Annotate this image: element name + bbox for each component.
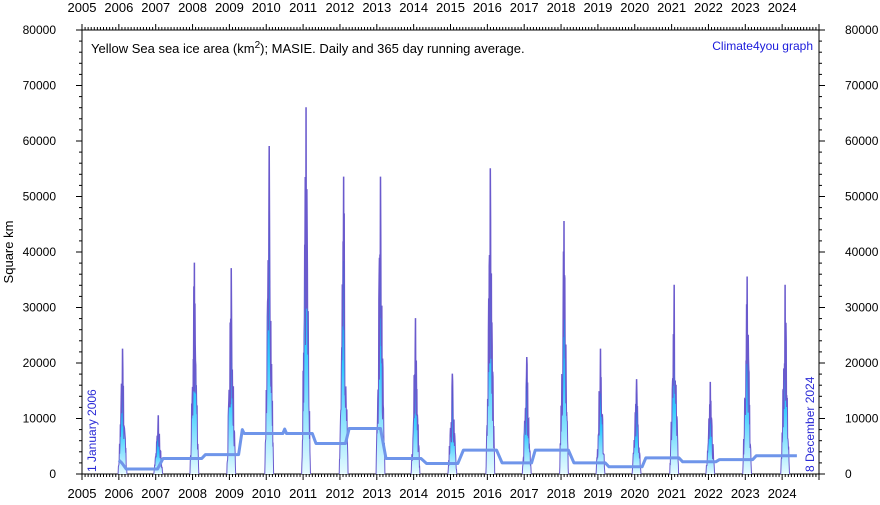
y-tick-label-left: 60000 xyxy=(23,134,57,148)
x-tick-label-top: 2016 xyxy=(473,0,502,15)
x-tick-label-top: 2019 xyxy=(583,0,612,15)
y-axis-left: 0 10000 20000 30000 40000 50000 60000 70000 8000… xyxy=(23,23,82,481)
x-tick-label-top: 2010 xyxy=(252,0,281,15)
credit-label: Climate4you graph xyxy=(712,39,813,53)
daily-series xyxy=(117,107,791,475)
plot-area xyxy=(81,29,820,475)
y-tick-label-right: 20000 xyxy=(845,356,879,370)
ice-season-outline xyxy=(705,381,716,475)
y-tick-label-left: 20000 xyxy=(23,356,57,370)
x-tick-label-top: 2012 xyxy=(325,0,354,15)
ice-season-area xyxy=(153,415,163,474)
x-tick-label-top: 2017 xyxy=(510,0,539,15)
ice-season-outline xyxy=(301,107,311,475)
y-tick-label-left: 40000 xyxy=(23,245,57,259)
y-tick-label-left: 80000 xyxy=(23,23,57,37)
ice-season-outline xyxy=(226,268,237,475)
y-tick-label-right: 10000 xyxy=(845,412,879,426)
y-axis-label: Square km xyxy=(1,221,16,284)
x-tick-label-bottom: 2020 xyxy=(620,486,649,501)
x-tick-label-bottom: 2013 xyxy=(362,486,391,501)
y-tick-label-right: 50000 xyxy=(845,190,879,204)
x-tick-label-bottom: 2005 xyxy=(68,486,97,501)
ice-season-outline xyxy=(264,146,275,475)
ice-season-outline xyxy=(669,284,680,475)
y-tick-label-left: 10000 xyxy=(23,412,57,426)
end-date-label: 8 December 2024 xyxy=(803,376,817,472)
x-tick-label-top: 2014 xyxy=(399,0,428,15)
x-tick-label-top: 2007 xyxy=(141,0,170,15)
y-axis-right: 0 10000 20000 30000 40000 50000 60000 70000 8000… xyxy=(819,23,879,481)
x-tick-label-top: 2018 xyxy=(547,0,576,15)
x-tick-label-bottom: 2011 xyxy=(289,486,317,501)
x-tick-label-bottom: 2024 xyxy=(768,486,797,501)
y-tick-label-right: 60000 xyxy=(845,134,879,148)
ice-season-outline xyxy=(742,276,753,475)
x-tick-label-bottom: 2008 xyxy=(178,486,207,501)
running-average-series xyxy=(117,426,797,471)
x-tick-label-top: 2006 xyxy=(104,0,133,15)
x-tick-label-bottom: 2023 xyxy=(731,486,760,501)
x-tick-label-bottom: 2021 xyxy=(657,486,686,501)
x-tick-label-bottom: 2012 xyxy=(325,486,354,501)
y-tick-label-left: 0 xyxy=(49,467,56,481)
ice-season-outline xyxy=(447,373,458,475)
x-tick-label-bottom: 2017 xyxy=(510,486,539,501)
x-axis-top: 2005 2006 2007 2008 2009 2010 2011 2012 2013 2014… xyxy=(68,0,820,30)
x-tick-label-bottom: 2016 xyxy=(473,486,502,501)
x-tick-label-bottom: 2007 xyxy=(141,486,170,501)
x-tick-label-top: 2008 xyxy=(178,0,207,15)
ice-season-area xyxy=(632,379,642,474)
x-tick-label-bottom: 2010 xyxy=(252,486,281,501)
y-tick-label-right: 80000 xyxy=(845,23,879,37)
ice-season-outline xyxy=(375,176,386,475)
x-tick-label-top: 2011 xyxy=(289,0,317,15)
y-tick-label-left: 30000 xyxy=(23,301,57,315)
chart-title: Yellow Sea sea ice area (km2); MASIE. Da… xyxy=(91,40,525,56)
ice-season-outline xyxy=(410,318,421,475)
y-tick-label-left: 50000 xyxy=(23,190,57,204)
x-tick-label-bottom: 2006 xyxy=(104,486,133,501)
y-tick-label-left: 70000 xyxy=(23,79,57,93)
x-tick-label-bottom: 2009 xyxy=(215,486,244,501)
ice-season-outline xyxy=(117,348,128,475)
x-tick-label-top: 2024 xyxy=(768,0,797,15)
x-tick-label-top: 2020 xyxy=(620,0,649,15)
x-tick-label-bottom: 2022 xyxy=(694,486,723,501)
y-tick-label-right: 40000 xyxy=(845,245,879,259)
ice-season-outline xyxy=(595,348,606,475)
x-tick-label-bottom: 2018 xyxy=(547,486,576,501)
ice-season-outline xyxy=(485,168,496,475)
x-axis-bottom: 2005 2006 2007 2008 2009 2010 2011 2012 2013 2014… xyxy=(68,474,820,501)
running-average-line xyxy=(117,426,797,471)
ice-season-area xyxy=(742,276,752,474)
y-tick-label-right: 70000 xyxy=(845,79,879,93)
y-tick-label-right: 30000 xyxy=(845,301,879,315)
x-tick-label-top: 2023 xyxy=(731,0,760,15)
y-tick-label-right: 0 xyxy=(845,467,852,481)
ice-season-outline xyxy=(631,379,642,475)
ice-season-outline xyxy=(559,220,569,475)
x-tick-label-top: 2013 xyxy=(362,0,391,15)
x-tick-label-top: 2021 xyxy=(657,0,686,15)
x-tick-label-top: 2009 xyxy=(215,0,244,15)
x-tick-label-top: 2022 xyxy=(694,0,723,15)
ice-season-outline xyxy=(189,262,200,475)
ice-season-outline xyxy=(338,176,349,475)
ice-season-outline xyxy=(521,356,532,475)
x-tick-label-top: 2005 xyxy=(68,0,97,15)
x-tick-label-bottom: 2015 xyxy=(436,486,465,501)
x-tick-label-top: 2015 xyxy=(436,0,465,15)
ice-season-outline xyxy=(780,284,791,475)
start-date-label: 1 January 2006 xyxy=(85,389,99,472)
x-tick-label-bottom: 2019 xyxy=(583,486,612,501)
x-tick-label-bottom: 2014 xyxy=(399,486,428,501)
